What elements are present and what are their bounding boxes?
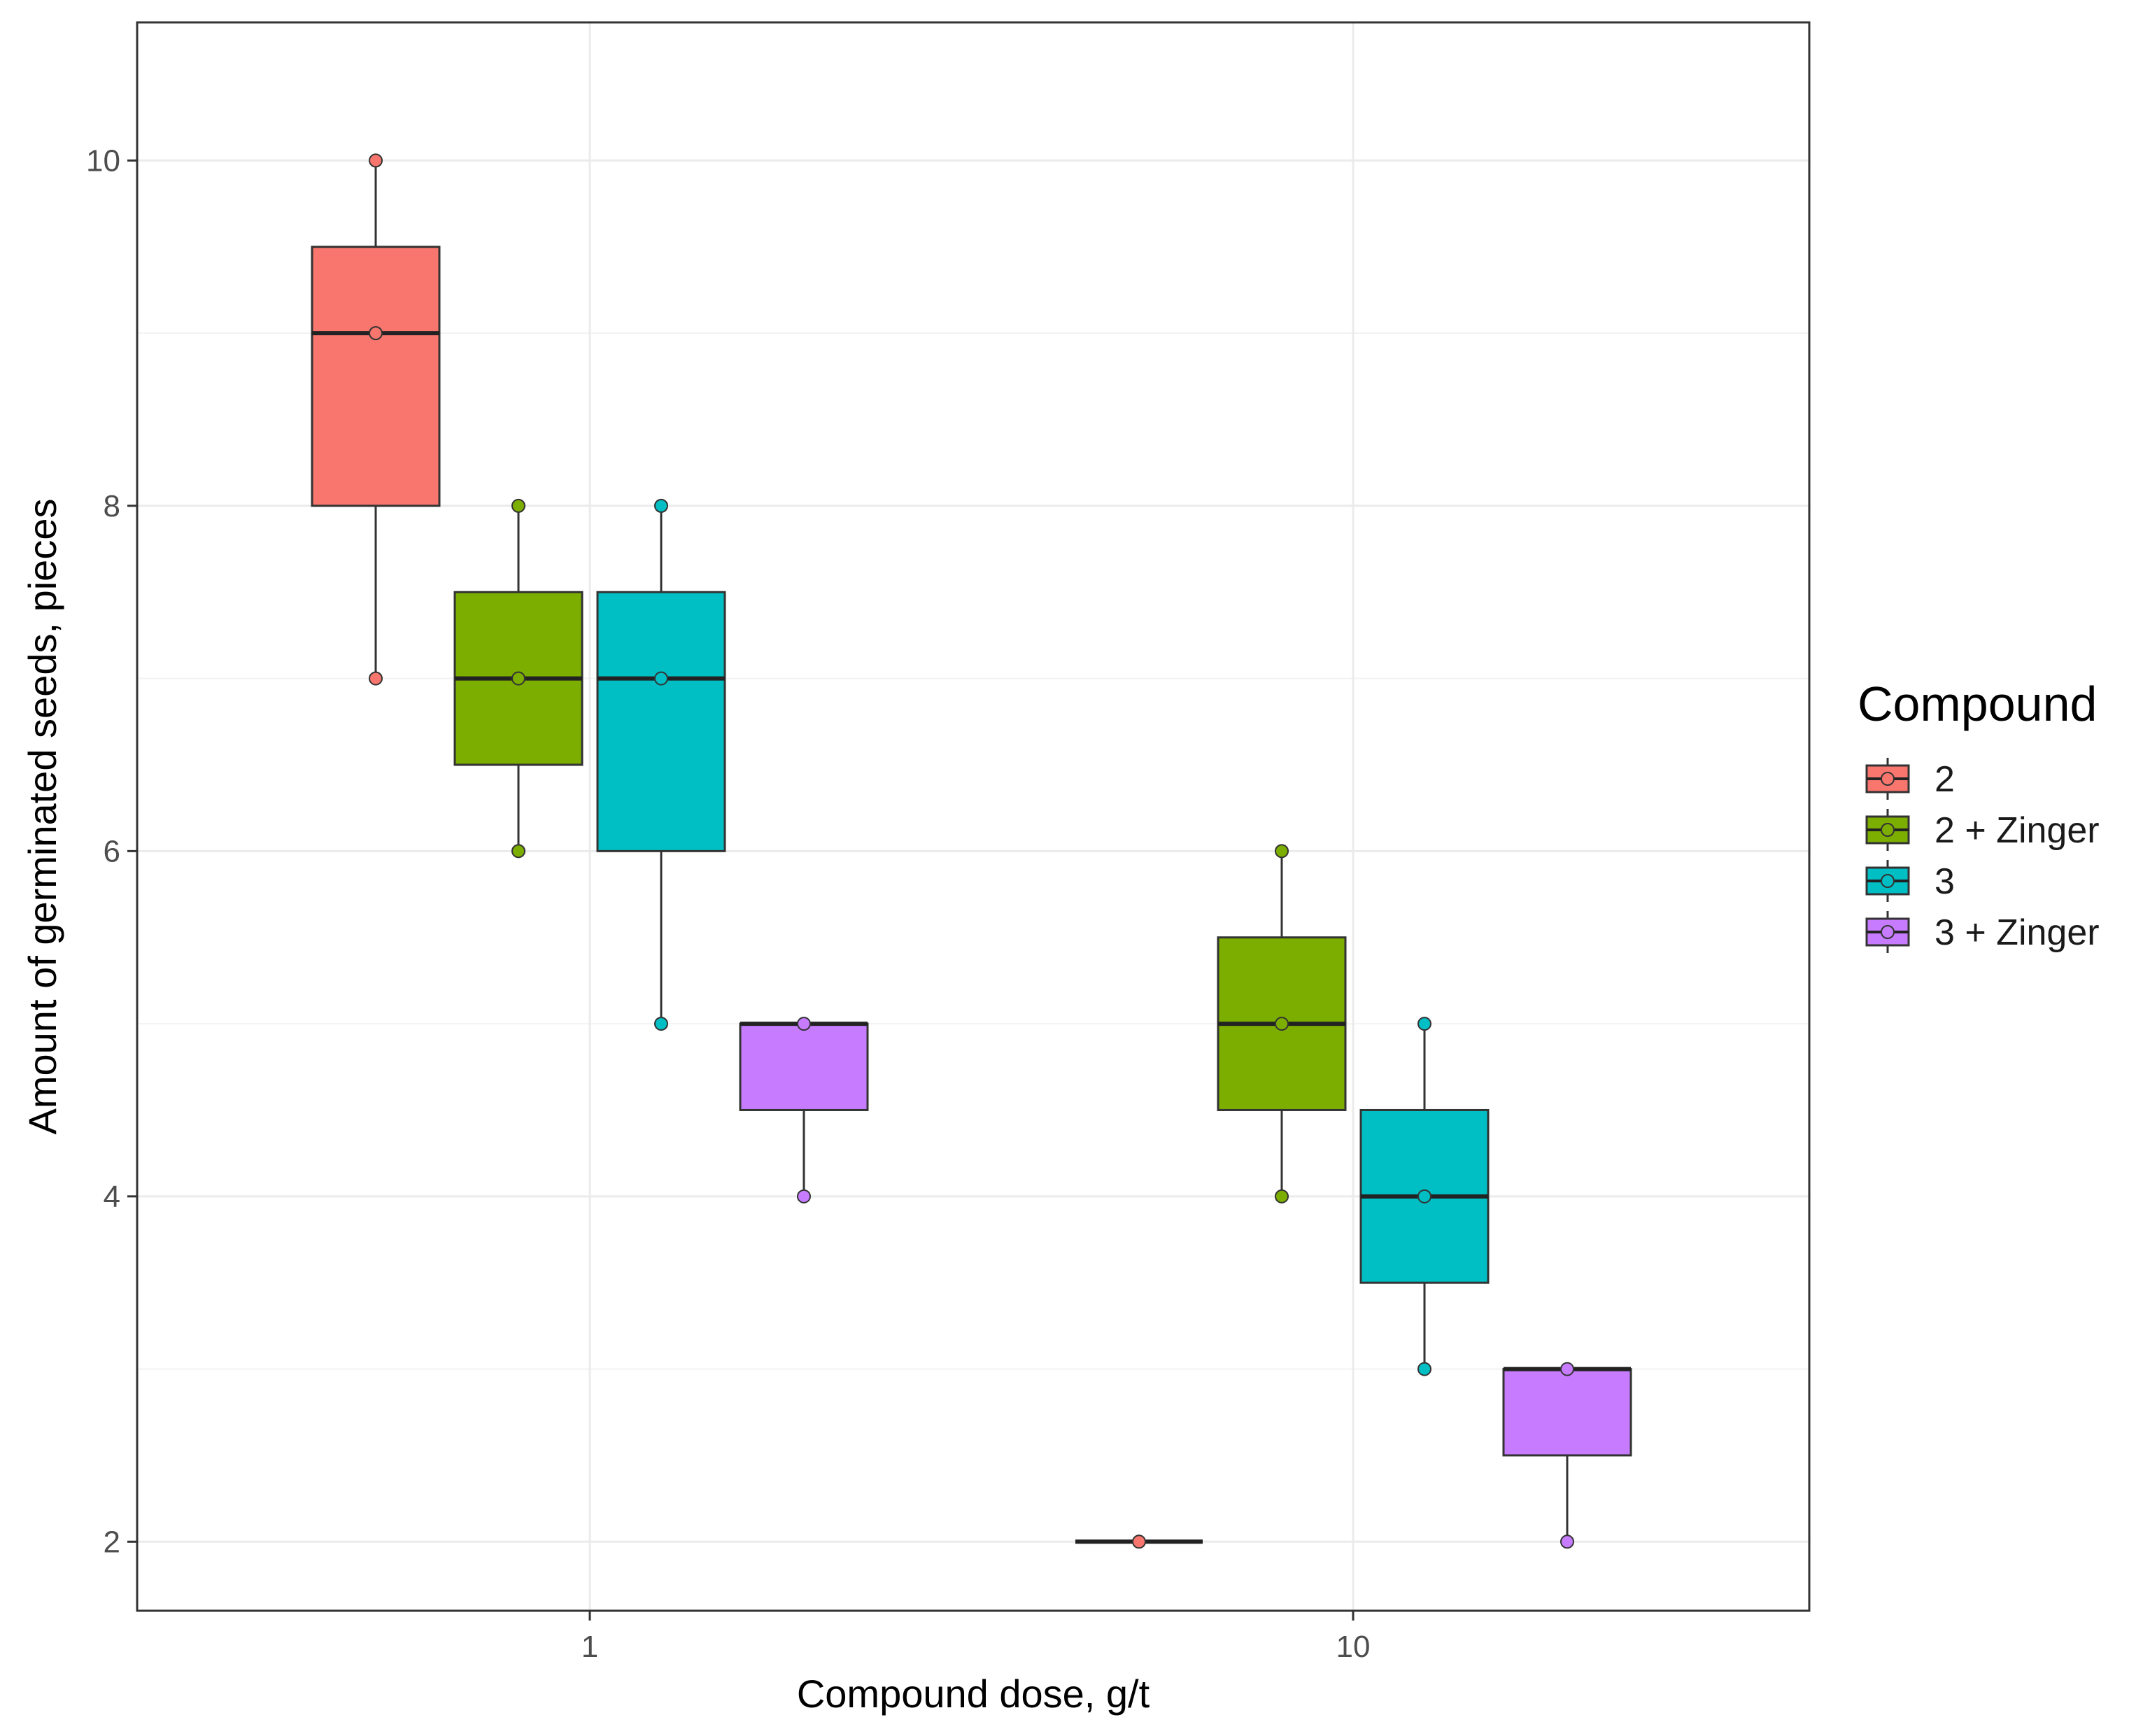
data-point [511, 671, 525, 686]
data-point [1417, 1017, 1431, 1031]
y-tick-label: 8 [104, 489, 120, 523]
box-2-1 [311, 153, 441, 686]
legend-key-point [1881, 925, 1895, 939]
legend-title: Compound [1858, 677, 2097, 731]
legend-item-4: 3 + Zinger [1865, 911, 2100, 953]
legend-key-point [1881, 823, 1895, 837]
data-point [797, 1017, 811, 1031]
x-axis-title: Compound dose, g/t [797, 1672, 1150, 1716]
box-body [311, 246, 441, 507]
legend: Compound 2 2 + Zinger 3 3 + Zinger [1858, 677, 2100, 953]
legend-label: 2 [1935, 759, 1955, 800]
y-tick-label: 6 [104, 834, 120, 868]
data-point [369, 153, 383, 168]
box-3Zinger-1 [739, 1017, 869, 1204]
x-tick-label: 1 [581, 1630, 598, 1664]
data-point [654, 498, 668, 513]
data-point [1417, 1362, 1431, 1376]
data-point [654, 1017, 668, 1031]
legend-key-point [1881, 874, 1895, 888]
y-tick-label: 2 [104, 1525, 120, 1559]
box-series [311, 153, 1632, 1549]
data-point [369, 326, 383, 341]
box-3-10 [1359, 1017, 1490, 1376]
box-body [739, 1022, 869, 1111]
legend-label: 2 + Zinger [1935, 810, 2100, 851]
x-tick-label: 10 [1336, 1630, 1371, 1664]
y-tick-label: 4 [104, 1180, 120, 1214]
legend-label: 3 + Zinger [1935, 912, 2100, 953]
y-axis-title: Amount of germinated seeds, pieces [20, 499, 64, 1135]
box-body [1502, 1368, 1632, 1457]
axes: 2 4 6 8 10 1 10 [86, 143, 1370, 1664]
legend-item-3: 3 [1865, 860, 1955, 902]
box-3-1 [596, 498, 726, 1031]
data-point [369, 671, 383, 686]
legend-item-2: 2 + Zinger [1865, 809, 2100, 851]
data-point [1560, 1534, 1574, 1549]
data-point [511, 498, 525, 513]
data-point [654, 671, 668, 686]
data-point [1132, 1534, 1146, 1549]
box-2Zinger-10 [1217, 844, 1347, 1204]
data-point [1560, 1362, 1574, 1376]
legend-key-point [1881, 772, 1895, 786]
data-point [1275, 1189, 1289, 1204]
box-body [596, 591, 726, 852]
data-point [1275, 844, 1289, 859]
data-point [797, 1189, 811, 1204]
box-2Zinger-1 [453, 498, 584, 859]
data-point [1275, 1017, 1289, 1031]
data-point [1417, 1189, 1431, 1204]
legend-label: 3 [1935, 861, 1955, 902]
plot-border [136, 21, 1811, 1612]
y-tick-label: 10 [86, 143, 120, 178]
legend-item-1: 2 [1865, 758, 1955, 800]
data-point [511, 844, 525, 859]
box-2-10 [1075, 1534, 1203, 1549]
box-3Zinger-10 [1502, 1362, 1632, 1549]
